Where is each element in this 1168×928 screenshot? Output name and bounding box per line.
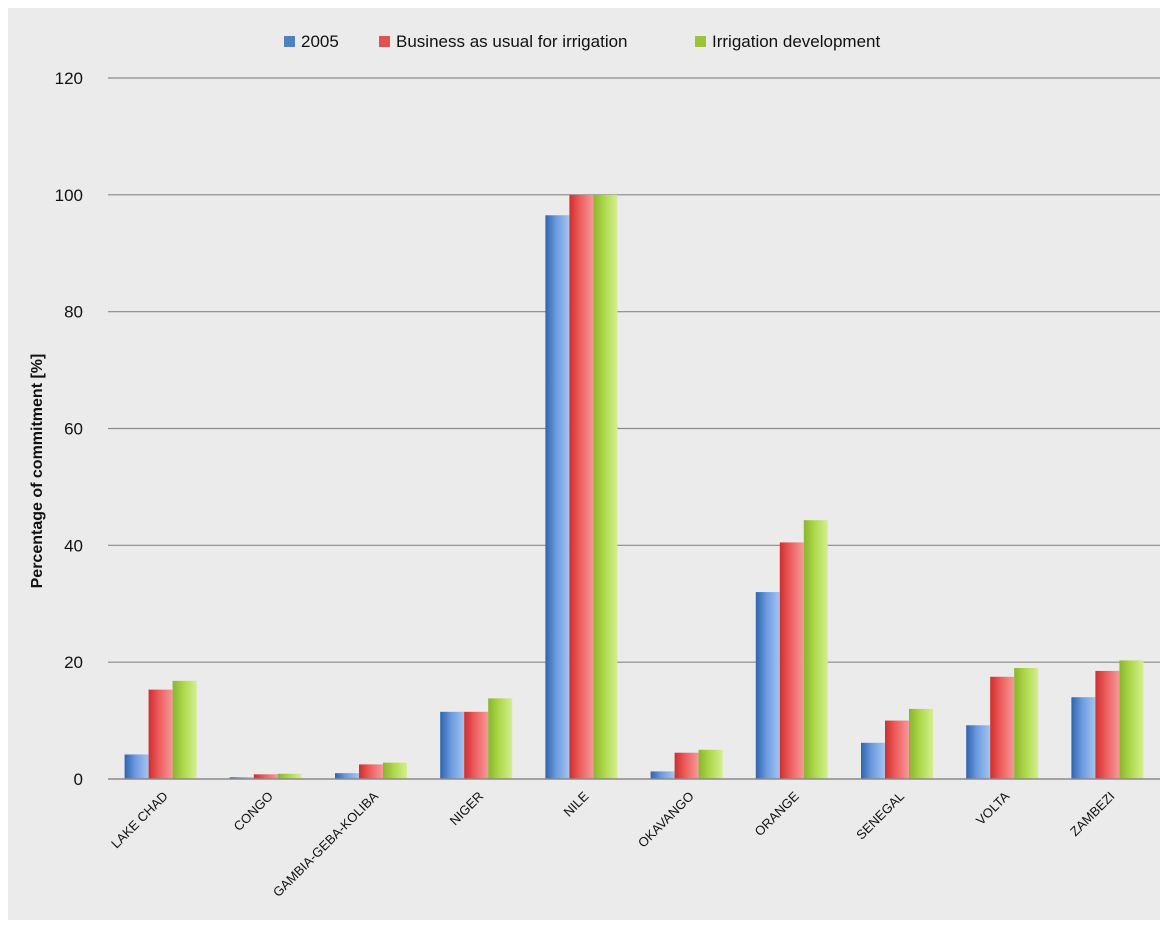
bar-senegal-business-as-usual-for-irrigation bbox=[885, 720, 909, 779]
bar-congo-2005 bbox=[229, 777, 254, 779]
x-tick-label-orange: ORANGE bbox=[751, 788, 802, 839]
bar-congo-irrigation-development bbox=[277, 773, 302, 779]
y-tick-label-80: 80 bbox=[64, 303, 83, 322]
bar-gambia-geba-koliba-irrigation-development bbox=[383, 762, 407, 779]
bar-volta-irrigation-development bbox=[1014, 668, 1039, 779]
y-tick-label-60: 60 bbox=[64, 420, 83, 439]
bar-orange-irrigation-development bbox=[803, 520, 828, 779]
bar-lake-chad-2005 bbox=[124, 754, 149, 779]
x-tick-label-okavango: OKAVANGO bbox=[635, 789, 697, 851]
bar-volta-2005 bbox=[966, 725, 991, 779]
bar-lake-chad-irrigation-development bbox=[172, 680, 197, 779]
bar-volta-business-as-usual-for-irrigation bbox=[990, 676, 1015, 779]
legend-label-irrigation-development: Irrigation development bbox=[712, 32, 880, 51]
x-tick-label-niger: NIGER bbox=[447, 789, 487, 829]
legend-label-2005: 2005 bbox=[301, 32, 339, 51]
bar-niger-irrigation-development bbox=[488, 698, 513, 779]
y-tick-label-120: 120 bbox=[55, 69, 83, 88]
bar-okavango-business-as-usual-for-irrigation bbox=[674, 752, 699, 779]
legend-swatch-business-as-usual-for-irrigation bbox=[379, 36, 390, 47]
bar-okavango-2005 bbox=[650, 771, 675, 779]
y-tick-label-20: 20 bbox=[64, 653, 83, 672]
x-tick-label-gambia-geba-koliba: GAMBIA-GEBA-KOLIBA bbox=[270, 788, 381, 899]
bar-nile-irrigation-development bbox=[593, 194, 618, 780]
y-tick-label-40: 40 bbox=[64, 536, 83, 555]
bar-congo-business-as-usual-for-irrigation bbox=[253, 774, 278, 779]
bar-gambia-geba-koliba-business-as-usual-for-irrigation bbox=[359, 764, 383, 779]
bar-zambezi-business-as-usual-for-irrigation bbox=[1095, 670, 1120, 779]
bar-chart: 2005 Business as usual for irrigation Irri… bbox=[29, 32, 1160, 900]
legend: 2005 Business as usual for irrigation Irri… bbox=[284, 32, 880, 51]
bar-gambia-geba-koliba-2005 bbox=[335, 773, 359, 779]
bar-lake-chad-business-as-usual-for-irrigation bbox=[148, 689, 173, 779]
gridlines bbox=[108, 77, 1160, 663]
y-axis-title: Percentage of commitment [%] bbox=[29, 354, 46, 589]
x-tick-label-volta: VOLTA bbox=[973, 788, 1013, 828]
bar-orange-2005 bbox=[755, 592, 780, 779]
bar-orange-business-as-usual-for-irrigation bbox=[779, 542, 804, 779]
bars bbox=[124, 194, 1144, 780]
x-tick-label-zambezi: ZAMBEZI bbox=[1067, 789, 1117, 839]
bar-okavango-irrigation-development bbox=[698, 749, 723, 779]
x-tick-label-congo: CONGO bbox=[231, 789, 276, 834]
bar-zambezi-irrigation-development bbox=[1119, 660, 1144, 779]
y-axis-ticks: 0 20 40 60 80 100 120 bbox=[55, 69, 83, 789]
bar-zambezi-2005 bbox=[1071, 697, 1096, 779]
legend-swatch-2005 bbox=[284, 36, 295, 47]
y-tick-label-100: 100 bbox=[55, 186, 83, 205]
bar-senegal-irrigation-development bbox=[909, 708, 933, 779]
legend-label-business-as-usual-for-irrigation: Business as usual for irrigation bbox=[396, 32, 628, 51]
y-tick-label-0: 0 bbox=[74, 770, 83, 789]
chart-panel: 2005 Business as usual for irrigation Irri… bbox=[8, 8, 1160, 920]
x-tick-label-senegal: SENEGAL bbox=[853, 789, 907, 843]
bar-senegal-2005 bbox=[861, 742, 885, 779]
bar-nile-business-as-usual-for-irrigation bbox=[569, 194, 594, 780]
legend-swatch-irrigation-development bbox=[695, 36, 706, 47]
x-tick-label-nile: NILE bbox=[560, 788, 591, 819]
bar-nile-2005 bbox=[545, 215, 570, 779]
x-tick-label-lake-chad: LAKE CHAD bbox=[108, 789, 171, 852]
bar-niger-2005 bbox=[440, 711, 465, 779]
bar-niger-business-as-usual-for-irrigation bbox=[464, 711, 489, 779]
